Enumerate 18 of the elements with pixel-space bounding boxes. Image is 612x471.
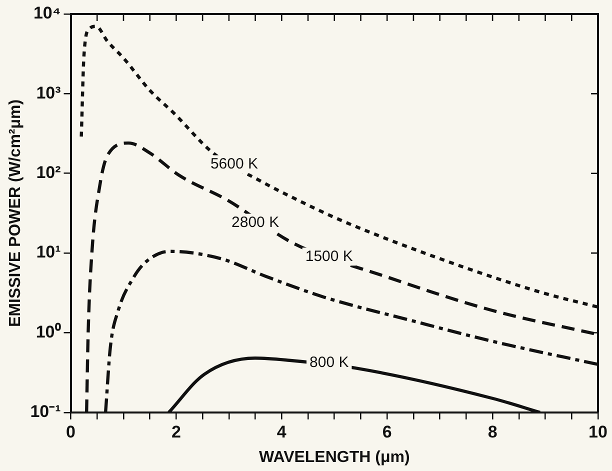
y-tick-label: 10² [36, 163, 62, 182]
x-tick-label: 10 [588, 422, 608, 442]
y-tick-label: 10¹ [36, 242, 62, 262]
x-tick-label: 0 [66, 422, 76, 442]
y-tick-label: 10⁻¹ [30, 402, 62, 422]
x-tick-label: 8 [488, 422, 498, 442]
x-tick-label: 2 [171, 422, 181, 442]
x-tick-label: 6 [382, 422, 392, 442]
annotation: 800 K [310, 354, 349, 371]
y-tick-label: 10⁰ [36, 322, 61, 342]
annotation: 2800 K [232, 214, 280, 231]
y-tick-label: 10³ [36, 83, 62, 102]
y-axis-title: EMISSIVE POWER (W/cm²μm) [7, 99, 24, 327]
y-tick-label: 10⁴ [33, 4, 61, 23]
annotation: 1500 K [305, 248, 353, 265]
x-tick-label: 4 [276, 422, 287, 442]
annotation: 5600 K [210, 155, 258, 172]
x-axis-title: WAVELENGTH (μm) [258, 448, 410, 466]
